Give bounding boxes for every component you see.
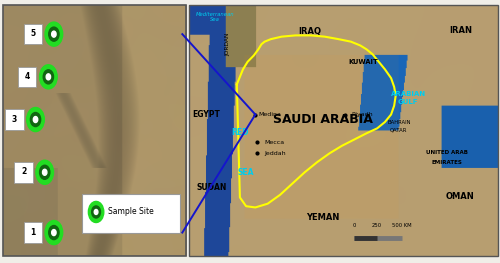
Text: JORDAN: JORDAN: [225, 33, 230, 56]
Text: UNITED ARAB: UNITED ARAB: [426, 150, 468, 155]
Circle shape: [45, 220, 62, 245]
Circle shape: [30, 113, 40, 127]
Circle shape: [45, 22, 62, 46]
Circle shape: [42, 169, 47, 175]
Text: Sample Site: Sample Site: [108, 208, 154, 216]
Text: 5: 5: [30, 29, 36, 38]
Text: Mediterranean: Mediterranean: [196, 12, 234, 17]
Circle shape: [46, 74, 50, 80]
FancyBboxPatch shape: [18, 67, 36, 87]
Circle shape: [40, 165, 50, 179]
Text: OMAN: OMAN: [446, 192, 475, 201]
Text: SUDAN: SUDAN: [197, 183, 228, 192]
Circle shape: [48, 27, 59, 41]
Text: YEMAN: YEMAN: [306, 213, 340, 222]
Text: 1: 1: [30, 227, 36, 236]
Text: 500 KM: 500 KM: [392, 222, 411, 227]
Text: EMIRATES: EMIRATES: [431, 160, 462, 165]
Text: GULF: GULF: [398, 99, 418, 105]
Text: IRAN: IRAN: [449, 26, 472, 35]
Text: Mecca: Mecca: [264, 140, 284, 145]
Circle shape: [34, 117, 38, 123]
FancyBboxPatch shape: [6, 109, 24, 130]
Text: Medina: Medina: [258, 112, 281, 117]
Circle shape: [40, 65, 57, 89]
Circle shape: [92, 206, 100, 218]
Text: 0: 0: [352, 222, 356, 227]
Circle shape: [43, 70, 54, 84]
Text: SEA: SEA: [238, 168, 254, 177]
Text: SAUDI ARABIA: SAUDI ARABIA: [274, 113, 373, 126]
Text: 2: 2: [21, 167, 26, 176]
Text: KUWAIT: KUWAIT: [348, 59, 378, 65]
Text: EGYPT: EGYPT: [192, 110, 220, 119]
Text: Sea: Sea: [210, 17, 220, 22]
Circle shape: [52, 230, 56, 236]
Circle shape: [36, 160, 54, 184]
Text: RED: RED: [231, 128, 248, 136]
Circle shape: [48, 226, 59, 240]
FancyBboxPatch shape: [82, 194, 180, 232]
Text: 3: 3: [12, 115, 17, 124]
Circle shape: [52, 31, 56, 37]
Text: Riyadh: Riyadh: [351, 112, 372, 117]
Circle shape: [94, 209, 98, 215]
Text: ARABIAN: ARABIAN: [390, 92, 426, 97]
FancyBboxPatch shape: [24, 24, 42, 44]
Text: BAHRAIN: BAHRAIN: [387, 120, 410, 125]
Text: 4: 4: [24, 72, 30, 81]
Text: IRAQ: IRAQ: [298, 27, 321, 36]
Circle shape: [88, 201, 104, 222]
Text: QATAR: QATAR: [390, 127, 407, 132]
FancyBboxPatch shape: [24, 222, 42, 243]
FancyBboxPatch shape: [14, 162, 33, 183]
Text: 250: 250: [372, 222, 382, 227]
Circle shape: [26, 108, 44, 132]
Text: Jeddah: Jeddah: [264, 151, 286, 156]
